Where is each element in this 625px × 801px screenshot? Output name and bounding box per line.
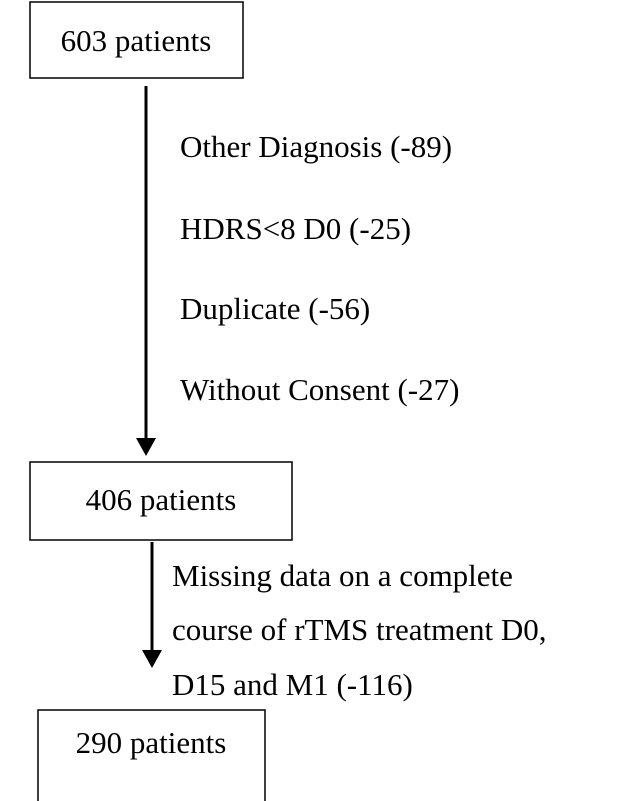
node-box [37, 709, 266, 801]
exclusion-line: HDRS<8 D0 (-25) [180, 211, 411, 246]
exclusion-line: Other Diagnosis (-89) [180, 129, 452, 164]
node-box [29, 1, 244, 79]
node-label: 603 patients [61, 23, 212, 58]
arrow-head [142, 650, 162, 668]
node-label: 406 patients [86, 482, 237, 517]
exclusion-line: Duplicate (-56) [180, 291, 370, 326]
exclusion-line: Missing data on a complete [172, 558, 513, 593]
arrow-head [136, 438, 156, 456]
node-label: 290 patients [76, 725, 227, 760]
exclusion-line: D15 and M1 (-116) [172, 667, 413, 702]
exclusion-line: Without Consent (-27) [180, 372, 459, 407]
exclusion-line: course of rTMS treatment D0, [172, 612, 546, 647]
node-box [29, 461, 293, 541]
